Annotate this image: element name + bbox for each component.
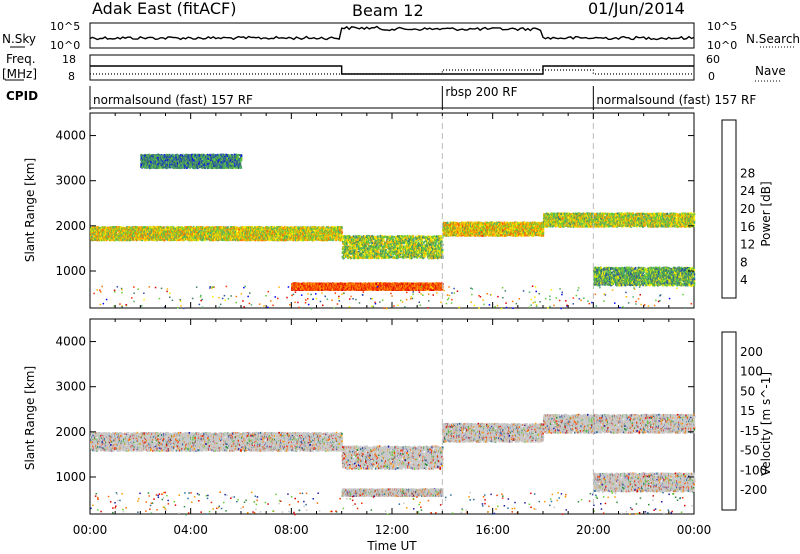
cpid-segment-label: normalsound (fast) 157 RF bbox=[596, 93, 756, 107]
nsearch-label: N.Search bbox=[746, 32, 800, 46]
nsky-trace bbox=[90, 27, 694, 40]
cpid-segment-label: rbsp 200 RF bbox=[445, 85, 517, 99]
cpid-label: CPID bbox=[6, 89, 38, 103]
freq-tick-high: 18 bbox=[62, 53, 76, 66]
freq-label: Freq. bbox=[6, 52, 36, 66]
cpid-segment-label: normalsound (fast) 157 RF bbox=[93, 93, 253, 107]
nave-label: Nave bbox=[755, 64, 786, 78]
nsky-label: N.Sky bbox=[2, 32, 36, 46]
radar-summary-plot: Adak East (fitACF) Beam 12 01/Jun/2014 N… bbox=[0, 0, 800, 554]
station-title: Adak East (fitACF) bbox=[92, 0, 236, 18]
nave-tick-high: 60 bbox=[706, 53, 720, 66]
nsearch-tick-low: 10^0 bbox=[707, 39, 737, 52]
date-title: 01/Jun/2014 bbox=[588, 0, 685, 18]
nsky-tick-high: 10^5 bbox=[50, 20, 80, 33]
nsky-tick-low: 10^0 bbox=[50, 39, 80, 52]
freq-tick-low: 8 bbox=[68, 70, 75, 83]
beam-title: Beam 12 bbox=[352, 1, 424, 20]
freq-trace bbox=[90, 66, 694, 74]
nsearch-tick-high: 10^5 bbox=[707, 20, 737, 33]
cpid-bar: normalsound (fast) 157 RF rbsp 200 RF norm… bbox=[90, 85, 756, 110]
freq-panel-frame bbox=[90, 55, 694, 80]
nave-tick-low: 0 bbox=[708, 70, 715, 83]
nsky-panel-frame bbox=[90, 23, 694, 48]
freq-unit: [MHz] bbox=[2, 67, 37, 81]
